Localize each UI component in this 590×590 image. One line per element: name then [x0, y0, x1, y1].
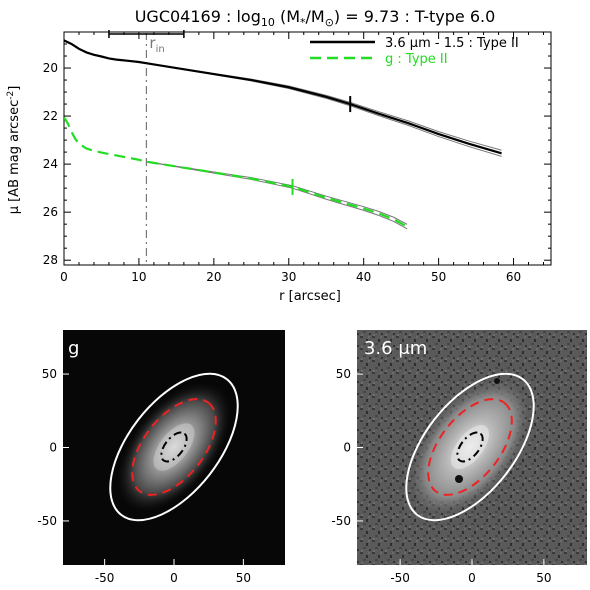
- series-irac-line: [64, 39, 502, 155]
- fit-envelopes: [146, 63, 502, 230]
- image-x-tick-label: -50: [390, 571, 410, 585]
- x-tick-label: 20: [206, 270, 221, 284]
- image-x-tick-label: 0: [170, 571, 178, 585]
- y-tick-label: 28: [43, 253, 58, 267]
- profile-plot: 0 10 20 30 40 50 60 20 22 24 26 28 rin 3.6 μm - 1.…: [6, 30, 552, 304]
- image-axis-ticks: -50 0 50 50 0 -50: [331, 367, 551, 585]
- image-y-tick-label: 0: [49, 441, 57, 455]
- y-tick-label: 26: [43, 205, 58, 219]
- image-x-tick-label: 50: [236, 571, 251, 585]
- image-x-tick-label: -50: [95, 571, 115, 585]
- inner-ellipse: [456, 431, 484, 463]
- x-axis-label: r [arcsec]: [279, 289, 341, 304]
- x-tick-label: 50: [431, 270, 446, 284]
- series-g-line: [64, 116, 408, 228]
- image-x-tick-label: 50: [536, 571, 551, 585]
- y-tick-label: 22: [43, 109, 58, 123]
- legend-label-g: g : Type II: [385, 52, 448, 67]
- legend: 3.6 μm - 1.5 : Type II g : Type II: [310, 36, 519, 67]
- image-y-tick-label: 0: [343, 441, 351, 455]
- y-axis-label: μ [AB mag arcsec-2]: [6, 86, 22, 215]
- break-markers: [291, 96, 352, 195]
- image-axis-ticks: -50 0 50 50 0 -50: [37, 367, 251, 585]
- image-y-tick-label: -50: [331, 514, 351, 528]
- outer-ellipse: [109, 372, 239, 522]
- image-y-tick-label: 50: [336, 367, 351, 381]
- legend-label-irac: 3.6 μm - 1.5 : Type II: [385, 36, 519, 51]
- x-tick-label: 30: [281, 270, 296, 284]
- fit-line: [146, 161, 408, 230]
- r-in-label: rin: [149, 34, 164, 55]
- y-tick-labels: 20 22 24 26 28: [43, 61, 58, 267]
- panel-label-irac: 3.6 μm: [364, 338, 427, 359]
- x-tick-label: 10: [131, 270, 146, 284]
- inner-ellipse: [160, 431, 188, 463]
- galaxy-core: [153, 423, 195, 471]
- y-tick-label: 20: [43, 61, 58, 75]
- galaxy-core: [450, 425, 490, 469]
- x-tick-label: 40: [356, 270, 371, 284]
- plot-frame: [63, 31, 552, 266]
- panel-label-g: g: [68, 338, 79, 359]
- masked-star: [494, 378, 500, 384]
- series-lines: [64, 39, 502, 228]
- mid-ellipse: [427, 398, 513, 496]
- masked-star: [455, 475, 463, 483]
- x-tick-label: 60: [506, 270, 521, 284]
- fit-line: [153, 63, 502, 157]
- fit-line: [146, 161, 408, 225]
- x-tick-labels: 0 10 20 30 40 50 60: [60, 270, 521, 284]
- image-y-tick-label: -50: [37, 514, 57, 528]
- g-band-image: g -50 0 50 50 0 -50: [37, 330, 285, 585]
- image-y-tick-label: 50: [42, 367, 57, 381]
- r-in-errorbar: [108, 30, 185, 38]
- image-x-tick-label: 0: [468, 571, 476, 585]
- irac-image: 3.6 μm -50 0 50 50 0 -50: [331, 330, 587, 585]
- outer-ellipse: [405, 372, 535, 522]
- axis-ticks: [63, 32, 551, 265]
- x-tick-label: 0: [60, 270, 68, 284]
- mid-ellipse: [131, 398, 217, 496]
- chart-title: UGC04169 : log10 (M*/M⊙) = 9.73 : T-type…: [135, 7, 496, 29]
- y-tick-label: 24: [43, 157, 58, 171]
